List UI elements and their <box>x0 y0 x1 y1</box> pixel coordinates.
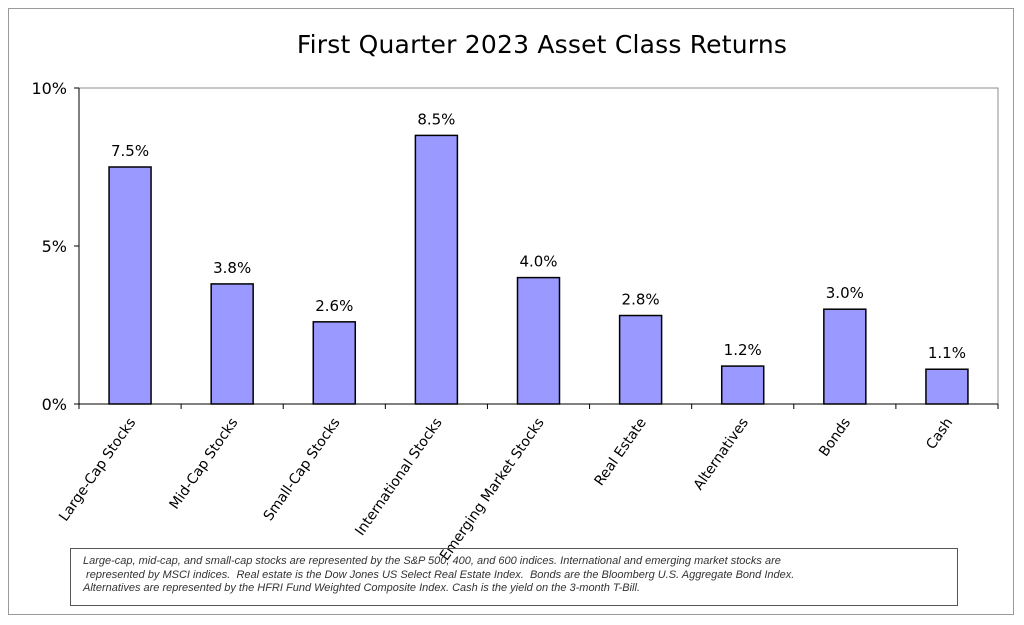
x-category-label: Mid-Cap Stocks <box>167 415 242 512</box>
bar-data-label: 4.0% <box>519 253 557 271</box>
bar-data-label: 2.6% <box>315 297 353 315</box>
y-tick-label: 5% <box>42 237 67 256</box>
footnote-line: represented by MSCI indices. Real estate… <box>83 568 795 581</box>
bar <box>108 166 152 405</box>
bar-data-label: 2.8% <box>622 291 660 309</box>
x-category-label: Large-Cap Stocks <box>56 415 139 524</box>
bar <box>618 314 663 405</box>
x-category-label: Small-Cap Stocks <box>261 415 344 524</box>
footnote-line: Large-cap, mid-cap, and small-cap stocks… <box>83 555 781 567</box>
bar <box>210 283 254 405</box>
x-category-label: Alternatives <box>691 415 752 493</box>
bar <box>823 308 867 405</box>
x-category-label: International Stocks <box>352 415 445 539</box>
bar-data-label: 1.2% <box>724 341 762 359</box>
y-tick-label: 10% <box>31 79 67 98</box>
bar <box>312 321 357 405</box>
bar <box>925 368 969 405</box>
bar-data-label: 1.1% <box>928 344 966 362</box>
chart-title: First Quarter 2023 Asset Class Returns <box>296 30 788 59</box>
bar-data-label: 7.5% <box>111 142 149 160</box>
x-category-label: Real Estate <box>591 415 649 489</box>
bar-data-label: 3.8% <box>213 259 251 277</box>
x-category-label: Emerging Market Stocks <box>437 415 548 564</box>
y-tick-label: 0% <box>42 395 67 414</box>
bar <box>516 276 561 405</box>
bar-data-label: 8.5% <box>417 110 455 128</box>
x-category-label: Cash <box>923 415 956 452</box>
bar-data-label: 3.0% <box>826 284 864 302</box>
chart-footnote: Large-cap, mid-cap, and small-cap stocks… <box>70 548 958 606</box>
x-category-label: Bonds <box>816 415 854 460</box>
bar <box>720 365 765 405</box>
footnote-line: Alternatives are represented by the HFRI… <box>83 582 641 594</box>
bar <box>414 134 459 405</box>
